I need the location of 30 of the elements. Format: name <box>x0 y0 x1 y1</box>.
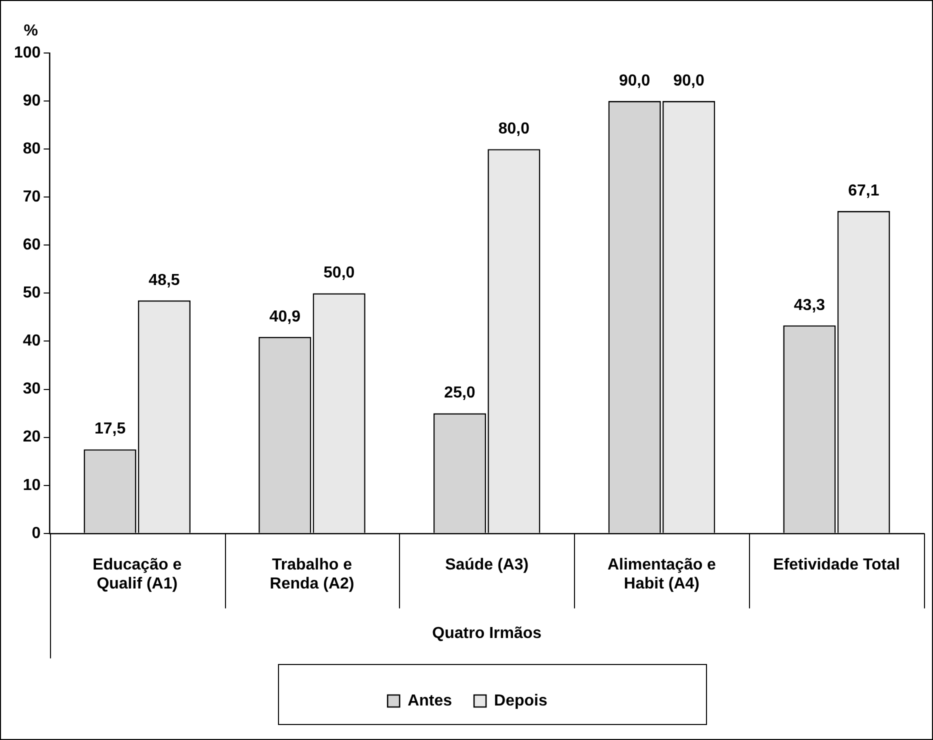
y-tick-label: 50 <box>22 284 41 302</box>
data-label: 25,0 <box>444 384 476 402</box>
y-tick-label: 60 <box>22 236 41 254</box>
x-tick-label: Trabalho e Renda (A2) <box>270 556 354 593</box>
data-label: 40,9 <box>269 308 301 326</box>
y-tick-label: 10 <box>22 476 41 494</box>
legend-label: Depois <box>494 692 548 710</box>
data-label: 90,0 <box>619 72 650 90</box>
data-label: 50,0 <box>324 264 355 282</box>
x-axis-title: Quatro Irmãos <box>432 624 542 642</box>
y-tick-label: 20 <box>22 428 41 446</box>
data-label: 80,0 <box>498 120 530 138</box>
y-tick-label: 90 <box>22 92 41 110</box>
data-label: 67,1 <box>848 182 880 200</box>
y-tick-label: 100 <box>14 44 41 62</box>
x-tick-label: Saúde (A3) <box>445 556 529 574</box>
data-label: 90,0 <box>673 72 704 90</box>
y-tick-label: 40 <box>22 332 41 350</box>
data-label: 43,3 <box>794 296 826 314</box>
y-tick-label: 30 <box>22 380 41 398</box>
y-tick-label: 80 <box>22 140 41 158</box>
x-tick-label: Alimentação e Habit (A4) <box>607 556 716 593</box>
y-tick-label: 70 <box>22 188 41 206</box>
y-axis-title: % <box>24 22 38 40</box>
data-label: 48,5 <box>148 272 180 289</box>
legend-label: Antes <box>408 692 452 710</box>
y-tick-label: 0 <box>32 524 41 542</box>
x-tick-label: Educação e Qualif (A1) <box>92 556 182 593</box>
data-label: 17,5 <box>94 420 126 438</box>
x-tick-label: Efetividade Total <box>773 556 900 574</box>
